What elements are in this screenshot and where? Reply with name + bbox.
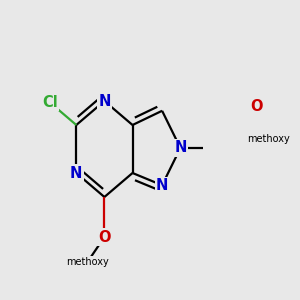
Text: N: N	[70, 166, 82, 181]
Text: O: O	[250, 99, 262, 114]
Text: N: N	[174, 140, 187, 155]
Text: methoxy: methoxy	[248, 134, 290, 144]
Text: N: N	[156, 178, 168, 193]
Text: methoxy: methoxy	[66, 257, 109, 267]
Text: N: N	[98, 94, 111, 109]
Text: O: O	[98, 230, 111, 244]
Text: Cl: Cl	[42, 95, 58, 110]
